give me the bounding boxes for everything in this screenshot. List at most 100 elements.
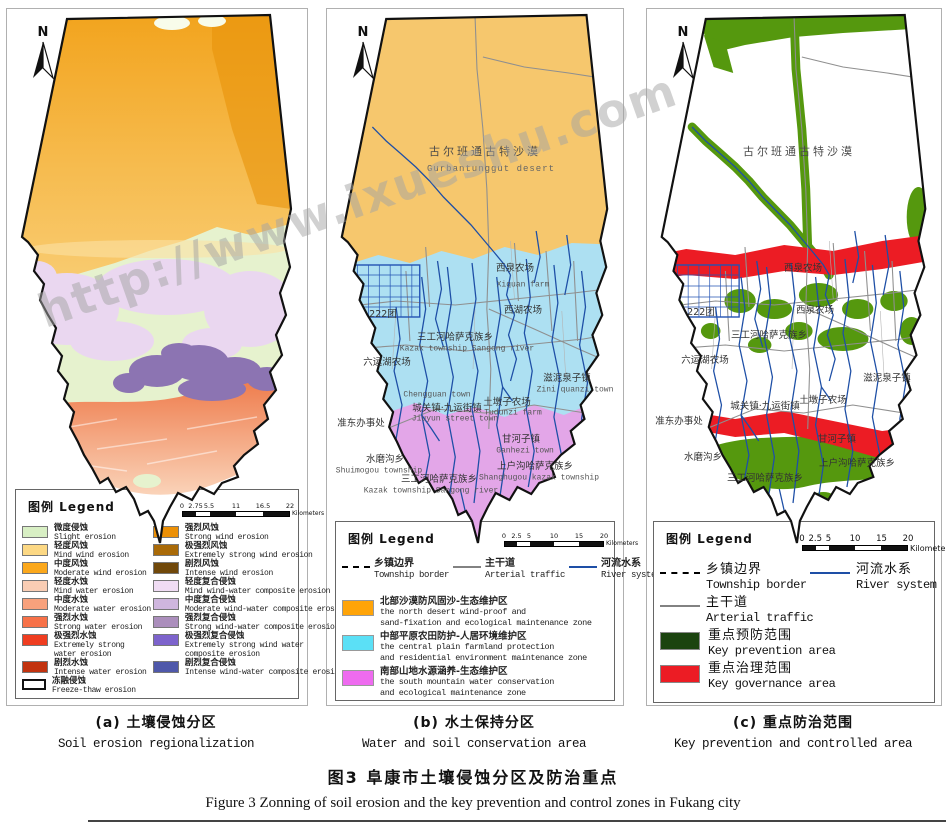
water-erosion-mountains [22, 367, 291, 503]
road-symbol [453, 566, 482, 568]
caption-b-zh: (b) 水土保持分区 [413, 715, 535, 731]
legend-label-zh: 主干道 [706, 595, 749, 610]
legend-label-zh: 重点预防范围 [708, 628, 793, 643]
legend-label-en: the central plain farmland protection [380, 642, 554, 652]
legend-item: 剧烈风蚀 Intense wind erosion [151, 560, 348, 578]
road-corridor-green [794, 15, 808, 247]
legend-swatch [152, 661, 179, 673]
legend-label-en: Mind water erosion [54, 587, 134, 596]
legend-label-zh: 乡镇边界 [374, 558, 414, 569]
map-label: Shanghugou kazak township [478, 473, 600, 483]
legend-a: 图例 Legend 0 2.75 5.5 11 16.5 22 Kilometers 微度侵… [15, 489, 348, 699]
legend-b: 图例 Legend 0 2.5 5 10 15 20 Kilometers 乡镇边界 Town… [335, 521, 661, 701]
river-symbol [569, 566, 598, 568]
legend-swatch [22, 616, 48, 628]
legend-label-zh: 强烈风蚀 [184, 523, 219, 533]
legend-items: 微度侵蚀 Slight erosion 轻度风蚀 Mind wind erosion 中… [20, 524, 348, 695]
legend-item: 轻度水蚀 Mind water erosion [20, 578, 151, 596]
map-label: Chengguan town [403, 390, 471, 400]
map-label: 滋泥泉子镇 [863, 373, 911, 384]
legend-item: 冻融侵蚀 Freeze-thaw erosion [20, 677, 151, 695]
map-label: 上户沟哈萨克族乡 [818, 458, 896, 469]
map-label: 水磨沟乡 [683, 452, 723, 463]
legend-label-en: and residential environment maintenance … [380, 652, 587, 663]
scalebar-label: 15 [876, 534, 887, 544]
legend-label-en: Moderate wind-water composite erosion [184, 605, 348, 614]
legend-rows: 乡镇边界 Township border 河流水系 River system 主干道 Ar… [660, 562, 937, 692]
legend-label-zh: 中度水蚀 [54, 595, 89, 605]
map-label: 222团 [369, 309, 397, 320]
north-indicator: N [27, 25, 59, 84]
map-label: 西泉农场 [795, 305, 835, 316]
legend-label-zh: 主干道 [485, 558, 516, 569]
legend-label-zh: 极强烈复合侵蚀 [184, 631, 245, 641]
scalebar-segment [578, 541, 603, 546]
legend-label-zh: 北部沙漠防风固沙-生态维护区 [380, 596, 508, 607]
map-c-zones [661, 15, 926, 533]
map-label: 三工河哈萨克族乡 [416, 332, 494, 343]
legend-item: 中度风蚀 Moderate wind erosion [20, 560, 151, 578]
map-label: 准东办事处 [655, 416, 703, 427]
scalebar-segment [196, 511, 210, 516]
composite-erosion-patches [22, 259, 291, 361]
legend-label-zh: 强烈复合侵蚀 [184, 613, 236, 623]
legend-label-en: River system [601, 570, 662, 580]
legend-label-zh: 剧烈风蚀 [184, 559, 219, 569]
legend-item: 微度侵蚀 Slight erosion [20, 524, 151, 542]
scalebar-label: 5.5 [203, 502, 215, 510]
city-base [22, 15, 291, 543]
scalebar-segment [829, 545, 855, 550]
map-label: 甘河子镇 [817, 434, 857, 445]
map-label: 三工河哈萨克族乡 [400, 474, 478, 485]
scalebar-segment [855, 545, 881, 550]
scalebar-label: 11 [231, 502, 241, 510]
legend-swatch [22, 544, 48, 556]
legend-label-en: Strong wind-water composite erosion [184, 623, 339, 632]
legend-swatch [152, 526, 179, 538]
map-label: 222团 [687, 307, 715, 318]
scalebar-label: 5 [825, 534, 832, 544]
road-symbol [660, 605, 700, 607]
map-label: 古尔班通古特沙漠 [429, 145, 541, 158]
caption-a-en: Soil erosion regionalization [57, 737, 255, 751]
legend-item: 强烈风蚀 Strong wind erosion [151, 524, 348, 542]
map-label: 三工河哈萨克族乡 [726, 473, 804, 484]
legend-item: 极强烈风蚀 Extremely strong wind erosion [151, 542, 348, 560]
legend-label-en: water erosion [54, 650, 112, 659]
legend-item: 强烈复合侵蚀 Strong wind-water composite erosio… [151, 614, 348, 632]
map-label: 西湖农场 [503, 305, 543, 316]
river-corridor-green [692, 127, 829, 275]
scalebar-label: 5 [526, 532, 532, 540]
legend-swatch [342, 670, 374, 686]
legend-swatch [660, 632, 700, 650]
legend-label-en: sand-fixation and ecological maintenance… [380, 617, 592, 628]
figure-title-zh: 图3 阜康市土壤侵蚀分区及防治重点 [327, 768, 619, 787]
map-label: 土墩子农场 [483, 397, 531, 408]
legend-column-2: 强烈风蚀 Strong wind erosion 极强烈风蚀 Extremely st… [151, 524, 348, 695]
map-label: Zini quanzi town [536, 385, 614, 395]
field-grid-222 [665, 264, 740, 318]
legend-zone-item: 南部山地水源涵养-生态维护区 the south mountain water c… [342, 666, 612, 698]
scalebar-segment [881, 545, 907, 550]
map-label: 六运湖农场 [363, 357, 411, 368]
scalebar-bar: Kilometers [504, 540, 638, 547]
north-label: N [357, 25, 369, 40]
legend-item: 乡镇边界 Township border [660, 562, 810, 593]
legend-label-en: Strong water erosion [54, 623, 143, 632]
scalebar-label: 0 [799, 534, 805, 544]
scalebar-label: 2.5 [511, 532, 522, 540]
legend-label-en: Township border [374, 570, 450, 580]
city-base [661, 15, 926, 543]
map-label: Gurbantunggut desert [426, 164, 556, 174]
map-label: 水磨沟乡 [365, 454, 405, 465]
legend-swatch [152, 544, 179, 556]
scalebar-segment [529, 541, 554, 546]
bottom-rule [88, 820, 946, 822]
legend-swatch [152, 634, 179, 646]
scalebar-bar: Kilometers [182, 510, 324, 517]
field-grid-222 [346, 264, 421, 318]
strong-composite-patches [113, 343, 287, 401]
scalebar-unit: Kilometers [910, 543, 946, 553]
